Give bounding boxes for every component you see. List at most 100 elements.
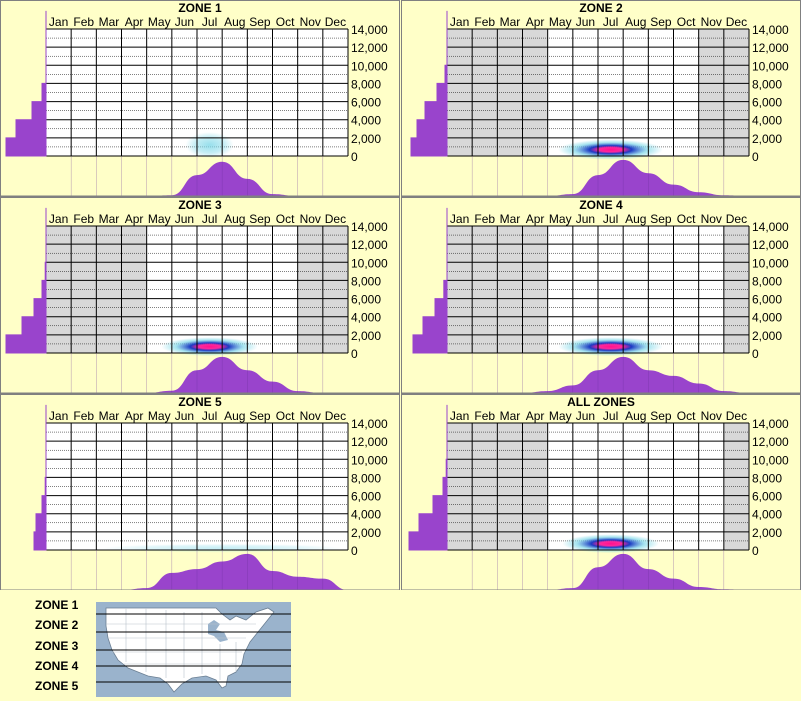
legend-zone-5-label: ZONE 5 xyxy=(35,679,79,693)
month-label: Mar xyxy=(99,212,120,226)
month-label: Jan xyxy=(450,212,469,226)
elevation-tick-label: 10,000 xyxy=(752,59,789,73)
elevation-histogram xyxy=(410,10,448,157)
month-label: Oct xyxy=(276,409,295,423)
elevation-tick-label: 12,000 xyxy=(351,41,388,55)
density-hotspot xyxy=(161,337,258,357)
elevation-tick-label: 2,000 xyxy=(351,526,381,540)
month-label: Jul xyxy=(202,409,217,423)
month-label: Jul xyxy=(202,212,217,226)
zone-panel: ZONE 3 Jan Feb Mar Apr May Jun Jul Aug Sep Oct Nov D… xyxy=(0,197,400,394)
elevation-tick-label: 14,000 xyxy=(351,220,388,234)
panel-title: ZONE 1 xyxy=(178,1,222,15)
elevation-tick-label: 8,000 xyxy=(351,471,381,485)
month-label: Feb xyxy=(474,409,495,423)
elevation-tick-label: 4,000 xyxy=(351,311,381,325)
elevation-tick-label: 8,000 xyxy=(752,274,782,288)
density-hotspot xyxy=(558,139,663,160)
month-label: Jun xyxy=(576,212,595,226)
panel-title: ZONE 4 xyxy=(579,198,623,212)
month-label: Jul xyxy=(603,15,618,29)
month-label: Mar xyxy=(500,15,521,29)
elevation-histogram xyxy=(412,207,448,354)
elevation-tick-label: 10,000 xyxy=(752,453,789,467)
elevation-tick-label: 6,000 xyxy=(351,293,381,307)
elevation-tick-label: 12,000 xyxy=(752,435,789,449)
month-label: Jan xyxy=(49,409,68,423)
elevation-tick-label: 0 xyxy=(351,544,358,558)
month-label: Apr xyxy=(125,15,144,29)
month-label: Dec xyxy=(726,15,747,29)
month-label: Jul xyxy=(603,212,618,226)
month-label: Jun xyxy=(175,409,194,423)
zone-panel: ZONE 2 Jan Feb Mar Apr May Jun Jul Aug Sep Oct Nov D… xyxy=(401,0,801,197)
month-label: Jan xyxy=(49,15,68,29)
elevation-histogram xyxy=(33,404,47,551)
month-label: Aug xyxy=(625,212,646,226)
elevation-tick-label: 0 xyxy=(752,347,759,361)
elevation-tick-label: 2,000 xyxy=(752,132,782,146)
density-hotspot xyxy=(562,534,659,554)
month-label: May xyxy=(549,15,572,29)
month-label: Mar xyxy=(500,212,521,226)
elevation-tick-label: 6,000 xyxy=(752,96,782,110)
elevation-tick-label: 6,000 xyxy=(752,490,782,504)
month-label: Feb xyxy=(73,15,94,29)
panel-title: ZONE 5 xyxy=(178,395,222,409)
month-label: Oct xyxy=(677,409,696,423)
month-label: Sep xyxy=(249,212,271,226)
panel-title: ZONE 3 xyxy=(178,198,222,212)
elevation-tick-label: 4,000 xyxy=(351,114,381,128)
month-label: Apr xyxy=(526,409,545,423)
elevation-tick-label: 2,000 xyxy=(752,329,782,343)
elevation-tick-label: 10,000 xyxy=(351,453,388,467)
month-label: Dec xyxy=(726,212,747,226)
month-label: Nov xyxy=(300,212,321,226)
legend-zone-2-label: ZONE 2 xyxy=(35,618,79,632)
month-label: Oct xyxy=(677,212,696,226)
month-label: Feb xyxy=(474,212,495,226)
panel-title: ALL ZONES xyxy=(567,395,635,409)
elevation-tick-label: 0 xyxy=(351,150,358,164)
month-label: May xyxy=(148,15,171,29)
elevation-tick-label: 8,000 xyxy=(351,77,381,91)
zone-boundaries xyxy=(96,613,291,683)
elevation-tick-label: 12,000 xyxy=(351,435,388,449)
month-label: Sep xyxy=(650,212,672,226)
month-label: Sep xyxy=(650,15,672,29)
month-label: Aug xyxy=(224,15,245,29)
elevation-tick-label: 4,000 xyxy=(752,508,782,522)
month-label: Apr xyxy=(526,212,545,226)
elevation-tick-label: 8,000 xyxy=(752,471,782,485)
month-label: Mar xyxy=(99,15,120,29)
month-label: Mar xyxy=(500,409,521,423)
zone-panel: ZONE 1 Jan Feb Mar Apr May Jun Jul Aug Sep Oct Nov D… xyxy=(0,0,400,197)
density-hotspot xyxy=(185,132,234,159)
elevation-histogram xyxy=(408,404,448,551)
inactive-month-column xyxy=(723,29,749,156)
month-label: Sep xyxy=(650,409,672,423)
month-label: Aug xyxy=(224,409,245,423)
month-label: Feb xyxy=(73,409,94,423)
elevation-tick-label: 0 xyxy=(351,347,358,361)
density-hotspot xyxy=(558,337,663,357)
zone-plots: ZONE 1 Jan Feb Mar Apr May Jun Jul Aug Sep Oct Nov D… xyxy=(0,0,801,591)
month-label: Jan xyxy=(450,15,469,29)
legend-zone-3-label: ZONE 3 xyxy=(35,639,79,653)
month-label: Jun xyxy=(576,15,595,29)
elevation-tick-label: 8,000 xyxy=(752,77,782,91)
month-label: Dec xyxy=(325,212,346,226)
inactive-month-column xyxy=(723,226,749,353)
elevation-tick-label: 14,000 xyxy=(752,220,789,234)
month-label: Jul xyxy=(202,15,217,29)
legend-zone-1-label: ZONE 1 xyxy=(35,598,79,612)
elevation-tick-label: 14,000 xyxy=(351,23,388,37)
month-label: Mar xyxy=(99,409,120,423)
month-label: Feb xyxy=(474,15,495,29)
elevation-tick-label: 6,000 xyxy=(351,96,381,110)
month-label: Jul xyxy=(603,409,618,423)
month-label: Aug xyxy=(224,212,245,226)
elevation-tick-label: 0 xyxy=(752,544,759,558)
month-label: Jan xyxy=(450,409,469,423)
us-zone-map xyxy=(96,602,291,697)
